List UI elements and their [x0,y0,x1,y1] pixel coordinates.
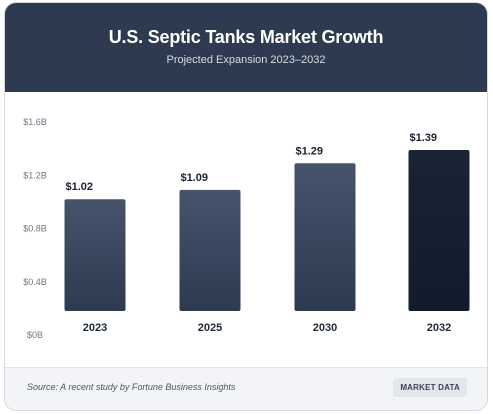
x-tick-label: 2030 [313,322,337,334]
y-tick-label: $1.6B [23,117,47,127]
chart-subtitle: Projected Expansion 2023–2032 [166,54,326,66]
y-tick-label: $1.2B [23,170,47,180]
x-tick-label: 2023 [83,322,107,334]
x-tick-label: 2032 [427,322,451,334]
y-tick-label: $0.4B [23,277,47,287]
data-label: $1.29 [296,145,324,157]
bar [179,189,241,311]
bar [294,163,356,311]
chart-card: U.S. Septic Tanks Market Growth Projecte… [4,2,488,411]
chart-footer: Source: A recent study by Fortune Busine… [5,367,487,410]
source-note: Source: A recent study by Fortune Busine… [27,382,236,392]
bar [64,199,126,311]
y-tick-label: $0.8B [23,224,47,234]
x-tick-label: 2025 [198,322,222,334]
market-data-badge: MARKET DATA [393,378,467,397]
y-tick-label: $0B [27,330,43,340]
data-label: $1.02 [66,181,94,193]
data-label: $1.39 [410,132,438,144]
bar-chart: $0B $0.4B $0.8B $1.2B $1.6B $1.02 2023 $1.09 202… [23,117,470,340]
chart-title: U.S. Septic Tanks Market Growth [108,27,384,47]
chart-header: U.S. Septic Tanks Market Growth Projecte… [5,3,487,92]
data-label: $1.09 [181,172,209,184]
bar [408,149,470,311]
